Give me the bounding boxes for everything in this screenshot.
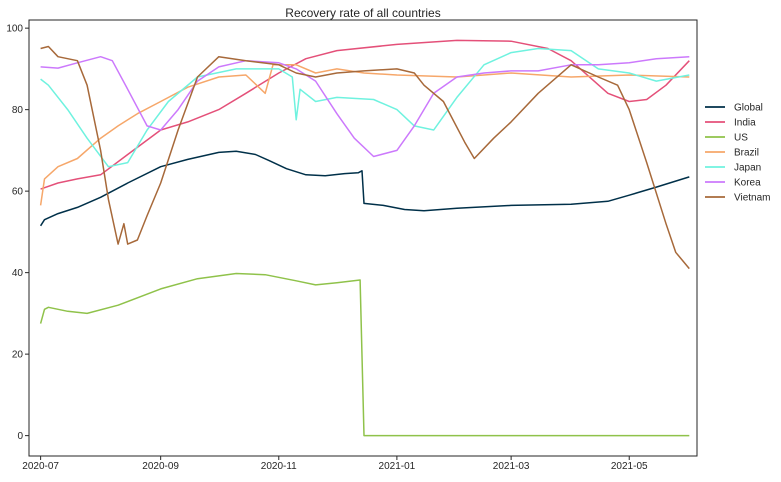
y-axis: 0 20 40 60 80 100 — [6, 24, 29, 442]
chart-title: Recovery rate of all countries — [285, 6, 440, 20]
series-line-india — [40, 39, 690, 190]
y-tick-label: 20 — [12, 350, 24, 361]
series-line-us — [39, 272, 690, 437]
legend-label-global: Global — [734, 103, 763, 114]
series-line-global — [39, 150, 690, 227]
x-tick-label: 2020-07 — [22, 461, 59, 472]
x-tick-label: 2020-11 — [261, 461, 297, 472]
series-line-korea — [40, 55, 690, 158]
legend-label-us: US — [734, 133, 748, 144]
y-tick-label: 40 — [12, 268, 24, 279]
x-tick-label: 2021-03 — [493, 461, 530, 472]
legend-label-vietnam: Vietnam — [734, 193, 771, 204]
legend: Global India US Brazil Japan Korea Vietnam — [705, 103, 771, 204]
x-tick-label: 2021-05 — [611, 461, 648, 472]
legend-label-japan: Japan — [734, 163, 761, 174]
legend-label-korea: Korea — [734, 178, 761, 189]
legend-label-india: India — [734, 118, 756, 129]
y-tick-label: 0 — [17, 431, 23, 442]
series-lines — [39, 39, 690, 437]
x-tick-label: 2020-09 — [142, 461, 179, 472]
y-tick-label: 60 — [12, 187, 24, 198]
legend-label-brazil: Brazil — [734, 148, 759, 159]
y-tick-label: 100 — [6, 24, 23, 35]
x-tick-label: 2021-01 — [379, 461, 416, 472]
y-tick-label: 80 — [12, 105, 24, 116]
plot-frame — [28, 19, 698, 457]
x-axis: 2020-07 2020-09 2020-11 2021-01 2021-03 2021-… — [22, 456, 648, 472]
series-line-vietnam — [40, 45, 690, 270]
series-line-japan — [40, 47, 690, 168]
